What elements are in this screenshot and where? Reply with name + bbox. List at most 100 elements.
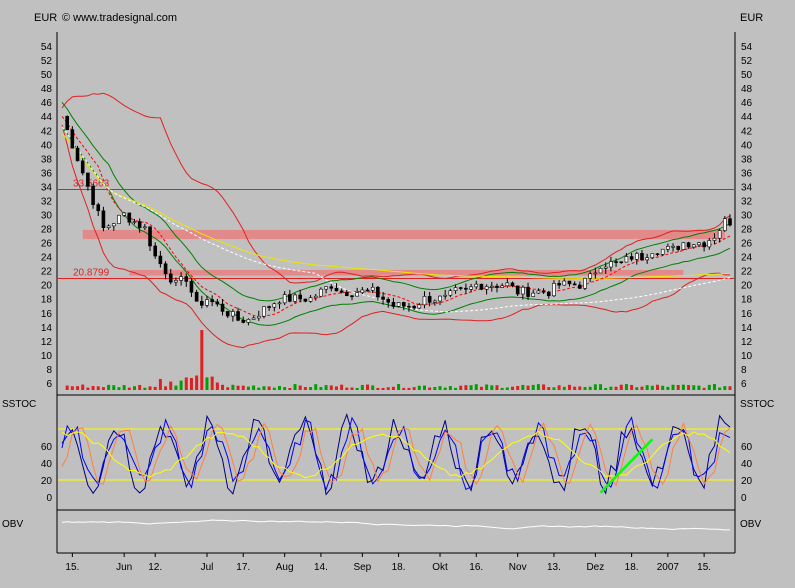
volume-bar <box>635 387 639 390</box>
price-tick-label-right: 20 <box>741 281 753 292</box>
candle-body <box>728 218 732 226</box>
candle-body <box>282 294 287 304</box>
volume-bar <box>417 385 421 390</box>
candle-body <box>143 226 147 229</box>
price-tick-label-left: 14 <box>41 323 53 334</box>
obv-line <box>61 519 731 531</box>
price-tick-label-left: 24 <box>41 253 53 264</box>
candle-body <box>572 283 577 286</box>
volume-bar <box>407 387 411 390</box>
price-tick-label-right: 10 <box>741 351 753 362</box>
candle-body <box>158 255 163 265</box>
candle-body <box>117 214 121 224</box>
price-tick-label-left: 22 <box>41 267 53 278</box>
volume-bar <box>179 380 183 390</box>
candle-body <box>609 261 613 268</box>
volume-bar <box>397 384 401 390</box>
candle-body <box>215 301 220 305</box>
ma-long <box>61 132 731 279</box>
price-tick-label-left: 54 <box>41 42 53 53</box>
volume-bar <box>314 384 318 390</box>
price-tick-label-left: 34 <box>41 182 53 193</box>
volume-bar <box>474 384 478 390</box>
volume-bar <box>500 387 504 390</box>
volume-bar <box>246 386 250 390</box>
volume-bar <box>495 385 499 390</box>
volume-bar <box>573 386 577 390</box>
candle-body <box>122 212 126 216</box>
candle-body <box>676 245 681 250</box>
candle-body <box>671 245 675 248</box>
candle-body <box>578 284 582 289</box>
price-indicators <box>61 92 731 349</box>
volume-bar <box>200 330 204 390</box>
candle-body <box>510 282 515 287</box>
volume-bar <box>371 385 375 390</box>
price-tick-label-left: 36 <box>41 168 53 179</box>
candle-body <box>148 226 152 247</box>
volume-bar <box>552 387 556 390</box>
candle-body <box>422 296 427 306</box>
candle-body <box>313 295 318 299</box>
volume-bar <box>298 385 302 390</box>
candle-body <box>712 237 717 241</box>
volume-bar <box>345 387 349 390</box>
volume-bar <box>702 387 706 390</box>
price-tick-label-right: 46 <box>741 98 753 109</box>
price-tick-label-left: 40 <box>41 140 53 151</box>
volume-bar <box>386 387 390 390</box>
volume-bar <box>262 386 266 390</box>
candle-body <box>479 283 484 290</box>
x-tick-label: Aug <box>276 562 294 573</box>
volume-bar <box>309 387 313 390</box>
candle-body <box>697 242 701 246</box>
candle-body <box>723 218 727 231</box>
candle-body <box>666 246 670 250</box>
volume-bar <box>526 385 530 390</box>
candle-body <box>401 302 406 307</box>
candle-body <box>75 147 80 162</box>
candle-body <box>495 285 499 288</box>
candle-body <box>127 212 132 223</box>
candle-body <box>132 221 137 223</box>
candle-body <box>650 253 655 258</box>
price-tick-label-right: 18 <box>741 295 753 306</box>
volume-bar <box>107 384 111 390</box>
candle-body <box>153 245 158 257</box>
volume-bar <box>329 385 333 390</box>
candle-body <box>179 276 183 281</box>
candle-body <box>210 299 214 303</box>
price-tick-label-right: 26 <box>741 239 753 250</box>
price-tick-label-left: 50 <box>41 70 53 81</box>
candle-body <box>350 295 354 298</box>
stoch-tick-label-left: 20 <box>41 476 53 487</box>
price-tick-label-right: 44 <box>741 112 753 123</box>
volume-bar <box>712 384 716 390</box>
volume-bar <box>231 384 235 390</box>
volume-bar <box>728 386 732 390</box>
volume-bar <box>76 386 80 390</box>
candle-body <box>101 210 106 228</box>
volume-bar <box>542 384 546 390</box>
ma-dashed <box>61 126 731 313</box>
price-tick-label-right: 50 <box>741 70 753 81</box>
stoch-label-left: SSTOC <box>2 399 36 410</box>
candle-body <box>293 294 297 302</box>
volume-bar <box>391 386 395 390</box>
volume-bar <box>355 387 359 390</box>
volume-bar <box>70 386 74 390</box>
stoch-tick-label-right: 40 <box>741 459 753 470</box>
volume-bar <box>195 375 199 390</box>
volume-bar <box>360 385 364 390</box>
volume-bar <box>221 384 225 390</box>
price-tick-label-left: 12 <box>41 337 53 348</box>
candle-body <box>194 291 199 302</box>
volume-bar <box>697 385 701 390</box>
volume-bar <box>334 386 338 390</box>
candle-body <box>474 283 479 288</box>
price-tick-label-right: 38 <box>741 154 753 165</box>
volume-bar <box>588 386 592 390</box>
price-tick-label-left: 26 <box>41 239 53 250</box>
volume-bar <box>604 387 608 390</box>
volume-bar <box>86 387 90 390</box>
